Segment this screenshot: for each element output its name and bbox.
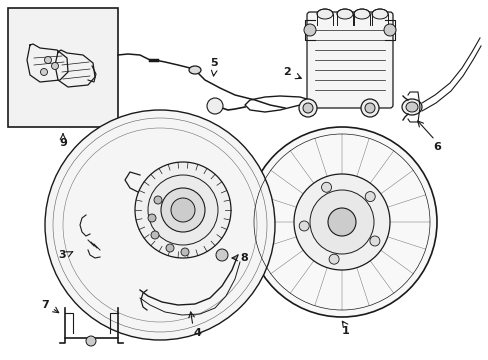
Ellipse shape <box>299 221 308 231</box>
Ellipse shape <box>401 99 421 115</box>
Bar <box>8 8 118 127</box>
Text: 1: 1 <box>342 326 349 336</box>
Ellipse shape <box>154 196 162 204</box>
Ellipse shape <box>41 68 47 76</box>
Ellipse shape <box>148 175 218 245</box>
Ellipse shape <box>206 98 223 114</box>
Text: 9: 9 <box>59 138 67 148</box>
Text: 7: 7 <box>41 300 49 310</box>
Ellipse shape <box>327 208 355 236</box>
Ellipse shape <box>51 63 59 69</box>
Ellipse shape <box>44 57 51 63</box>
Ellipse shape <box>216 249 227 261</box>
Text: 8: 8 <box>240 253 247 263</box>
Ellipse shape <box>45 110 274 340</box>
Ellipse shape <box>171 198 195 222</box>
Ellipse shape <box>246 127 436 317</box>
Ellipse shape <box>303 103 312 113</box>
Ellipse shape <box>405 102 417 112</box>
Ellipse shape <box>165 244 174 252</box>
Ellipse shape <box>328 254 338 264</box>
Text: 2: 2 <box>283 67 290 77</box>
Text: 3: 3 <box>58 250 66 260</box>
Text: 6: 6 <box>432 142 440 152</box>
Text: 4: 4 <box>193 328 201 338</box>
Ellipse shape <box>369 236 379 246</box>
Ellipse shape <box>371 9 387 19</box>
Ellipse shape <box>151 231 159 239</box>
Ellipse shape <box>161 188 204 232</box>
Ellipse shape <box>365 192 374 202</box>
Ellipse shape <box>336 9 352 19</box>
Text: 5: 5 <box>210 58 217 68</box>
Ellipse shape <box>189 66 201 74</box>
Ellipse shape <box>316 9 332 19</box>
Ellipse shape <box>364 103 374 113</box>
Ellipse shape <box>321 182 331 192</box>
Ellipse shape <box>86 336 96 346</box>
Ellipse shape <box>148 214 156 222</box>
Ellipse shape <box>353 9 369 19</box>
Ellipse shape <box>383 24 395 36</box>
Ellipse shape <box>309 190 373 254</box>
Ellipse shape <box>135 162 230 258</box>
Ellipse shape <box>293 174 389 270</box>
FancyBboxPatch shape <box>306 12 392 108</box>
Ellipse shape <box>298 99 316 117</box>
Ellipse shape <box>360 99 378 117</box>
Ellipse shape <box>304 24 315 36</box>
Ellipse shape <box>181 248 189 256</box>
